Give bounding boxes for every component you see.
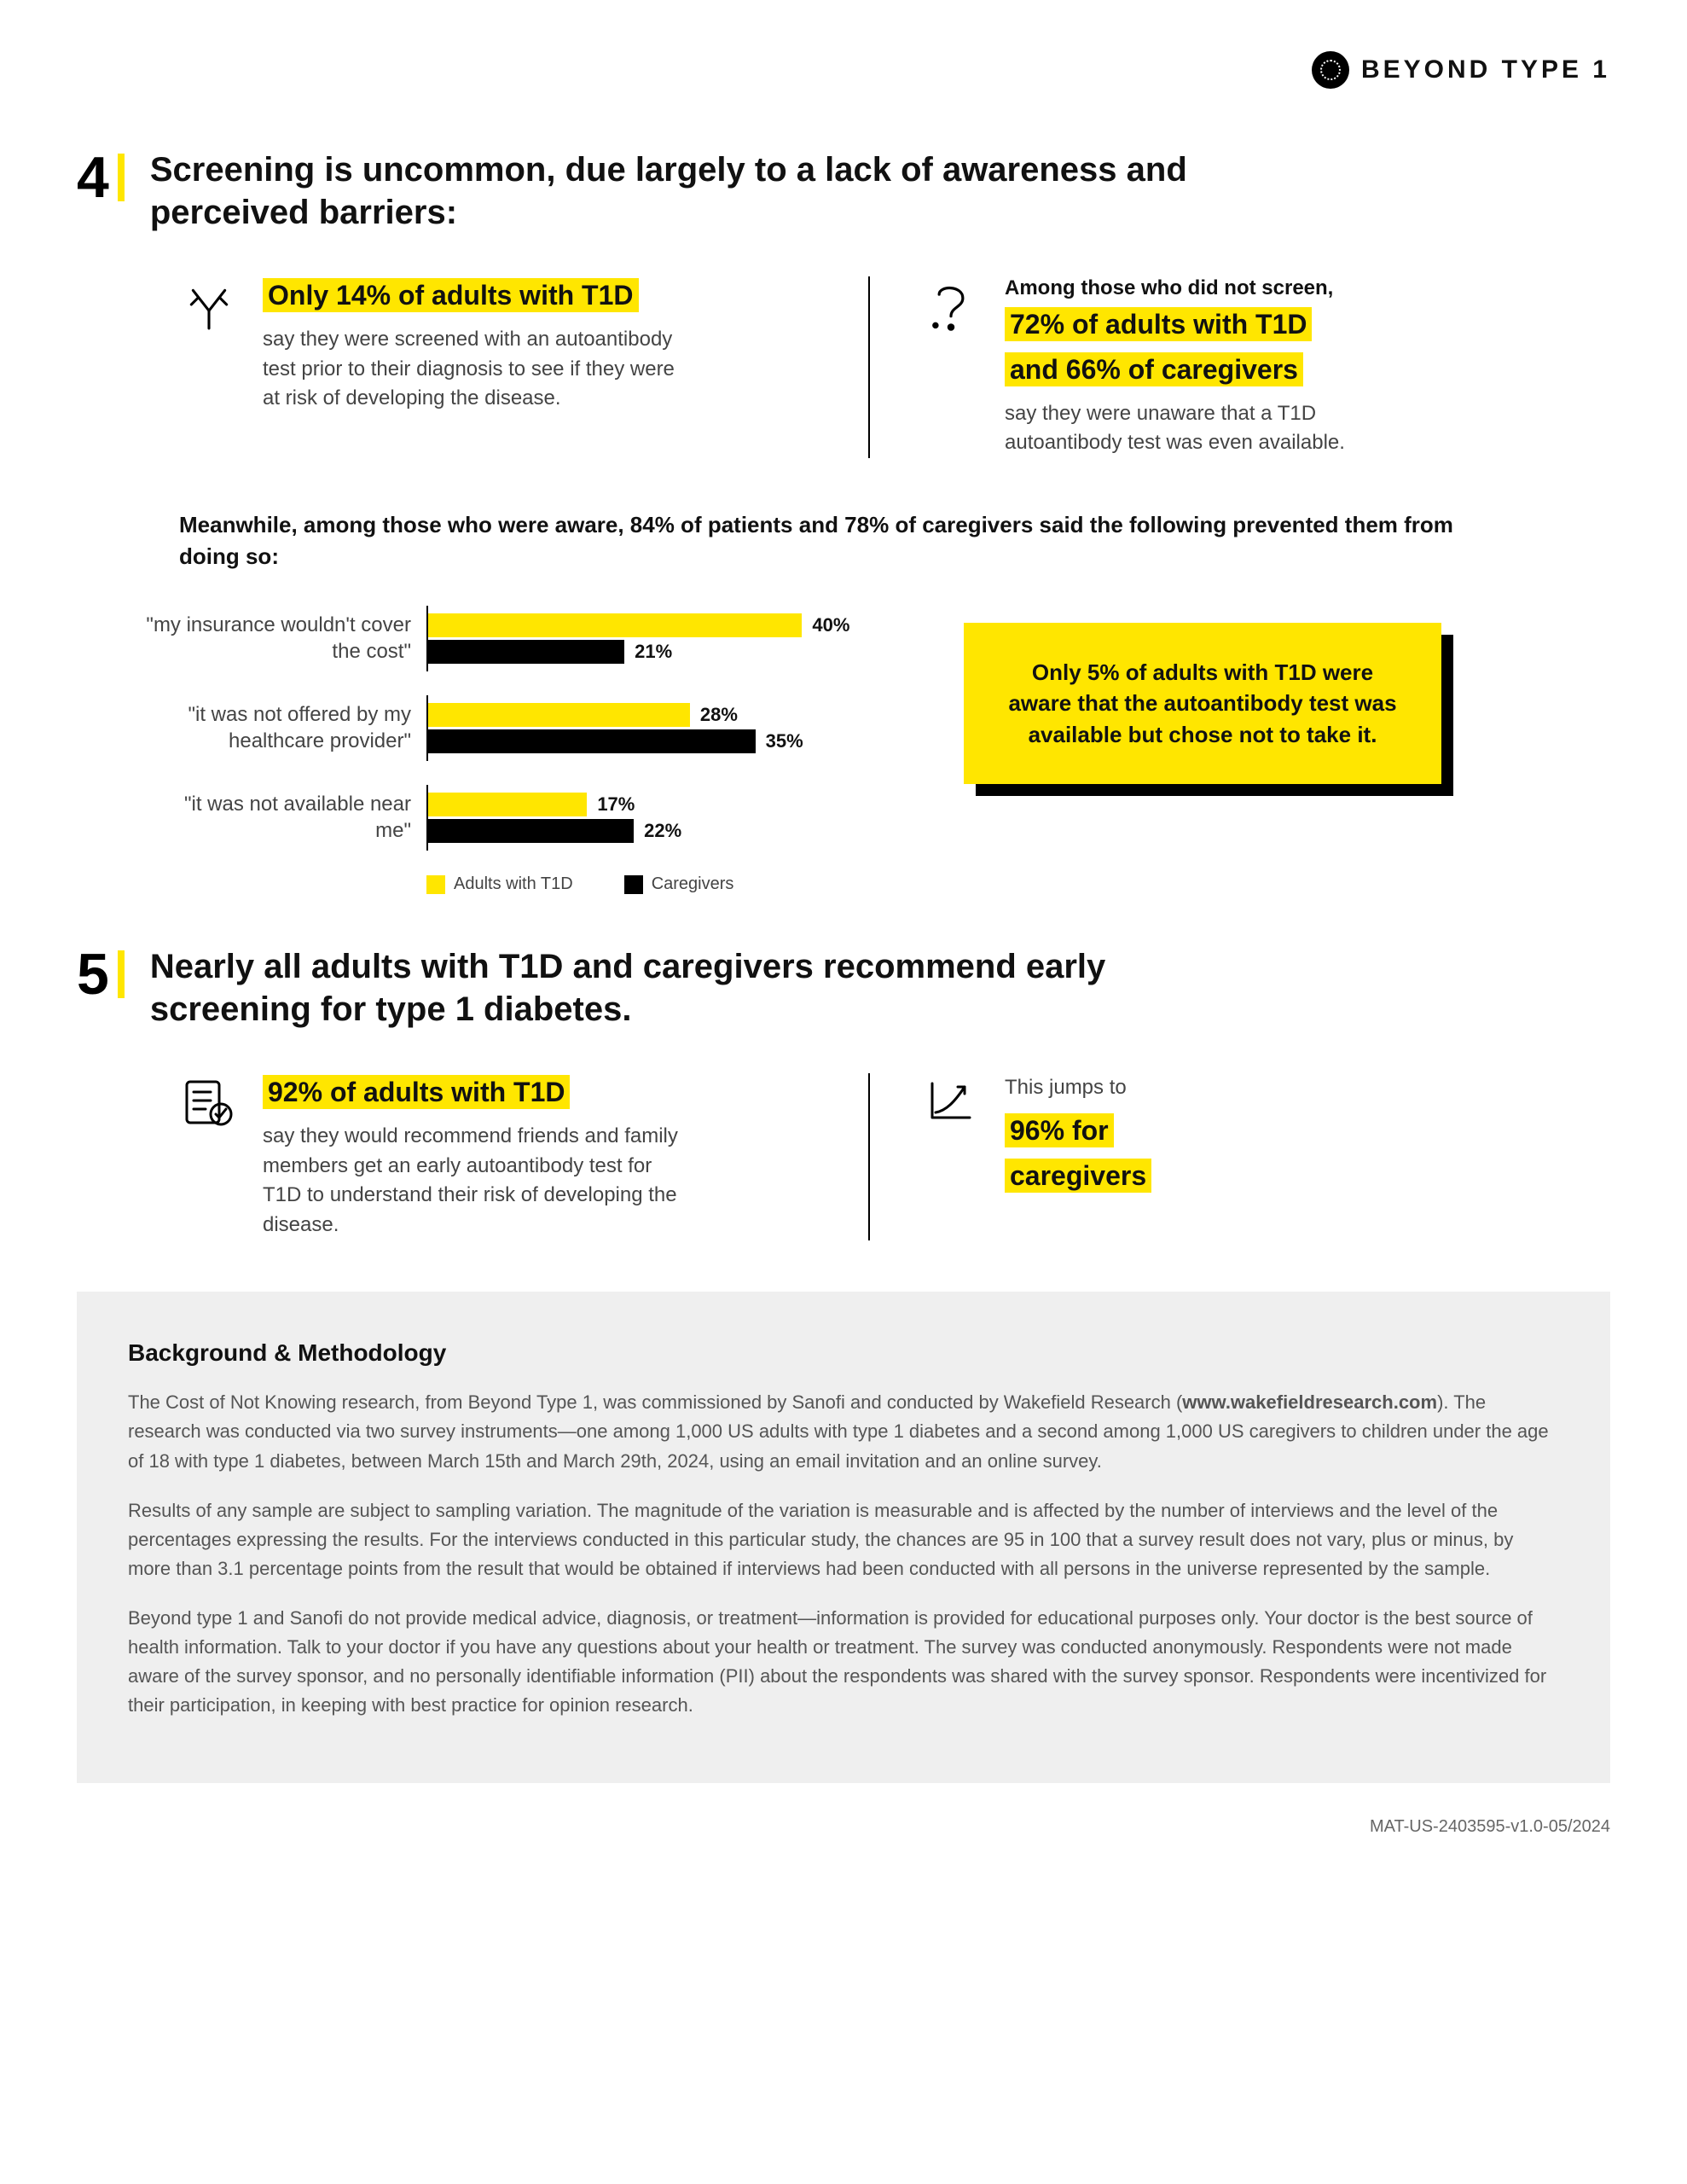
stat-66pct: and 66% of caregivers bbox=[1005, 352, 1303, 386]
section-5-right: This jumps to 96% for caregivers bbox=[921, 1073, 1610, 1240]
bar-caregivers-fill bbox=[428, 640, 624, 664]
section-4-number: 4 bbox=[77, 148, 125, 206]
question-icon bbox=[921, 276, 981, 458]
section-5-head: 5 Nearly all adults with T1D and caregiv… bbox=[77, 945, 1610, 1031]
bar-adults-fill bbox=[428, 793, 587, 816]
callout-wrap: Only 5% of adults with T1D were aware th… bbox=[964, 606, 1610, 784]
section-5-title: Nearly all adults with T1D and caregiver… bbox=[150, 945, 1259, 1031]
bar-adults: 28% bbox=[428, 703, 896, 727]
bar-adults: 17% bbox=[428, 793, 896, 816]
stat-14pct: Only 14% of adults with T1D bbox=[263, 278, 639, 312]
section-4-number-text: 4 bbox=[77, 148, 109, 206]
chart-item-label: "my insurance wouldn't cover the cost" bbox=[145, 612, 426, 665]
section-4-subhead: Meanwhile, among those who were aware, 8… bbox=[179, 509, 1458, 572]
footer-code: MAT-US-2403595-v1.0-05/2024 bbox=[77, 1817, 1610, 1837]
chart-item-label: "it was not available near me" bbox=[145, 791, 426, 844]
brand-name: BEYOND TYPE 1 bbox=[1361, 55, 1610, 84]
stat-96pct-line2: caregivers bbox=[1005, 1159, 1151, 1193]
legend-adults: Adults with T1D bbox=[426, 874, 573, 894]
chart-item: "it was not offered by my healthcare pro… bbox=[145, 695, 896, 761]
section-4-right: Among those who did not screen, 72% of a… bbox=[921, 276, 1610, 458]
methodology-p3: Beyond type 1 and Sanofi do not provide … bbox=[128, 1604, 1559, 1720]
bar-caregivers: 21% bbox=[428, 640, 896, 664]
accent-bar-icon bbox=[118, 950, 125, 998]
chart-item-bars: 28% 35% bbox=[426, 695, 896, 761]
legend-adults-label: Adults with T1D bbox=[454, 874, 573, 893]
bar-adults-value: 28% bbox=[700, 704, 738, 726]
chart-legend: Adults with T1D Caregivers bbox=[426, 874, 896, 894]
bar-adults-fill bbox=[428, 613, 802, 637]
accent-bar-icon bbox=[118, 154, 125, 201]
section-4-left-content: Only 14% of adults with T1D say they wer… bbox=[263, 276, 689, 458]
swatch-yellow-icon bbox=[426, 875, 445, 894]
section-5: 5 Nearly all adults with T1D and caregiv… bbox=[77, 945, 1610, 1240]
bar-caregivers-fill bbox=[428, 729, 756, 753]
swatch-black-icon bbox=[624, 875, 643, 894]
barrier-chart: "my insurance wouldn't cover the cost"40… bbox=[145, 606, 896, 894]
methodology-p2: Results of any sample are subject to sam… bbox=[128, 1496, 1559, 1583]
chart-item: "my insurance wouldn't cover the cost"40… bbox=[145, 606, 896, 671]
section-4-head: 4 Screening is uncommon, due largely to … bbox=[77, 148, 1610, 234]
section-5-columns: 92% of adults with T1D say they would re… bbox=[179, 1073, 1610, 1240]
legend-caregivers-label: Caregivers bbox=[652, 874, 734, 893]
stat-92pct: 92% of adults with T1D bbox=[263, 1075, 570, 1109]
section-4-title: Screening is uncommon, due largely to a … bbox=[150, 148, 1259, 234]
column-divider bbox=[868, 276, 870, 458]
section-5-right-content: This jumps to 96% for caregivers bbox=[1005, 1073, 1151, 1240]
barrier-chart-row: "my insurance wouldn't cover the cost"40… bbox=[145, 606, 1610, 894]
stat-72pct: 72% of adults with T1D bbox=[1005, 307, 1312, 341]
legend-caregivers: Caregivers bbox=[624, 874, 734, 894]
bar-caregivers-value: 22% bbox=[644, 820, 681, 842]
methodology-url: www.wakefieldresearch.com bbox=[1182, 1391, 1437, 1413]
section-5-left: 92% of adults with T1D say they would re… bbox=[179, 1073, 868, 1240]
methodology-p1a: The Cost of Not Knowing research, from B… bbox=[128, 1391, 1182, 1413]
methodology-p1: The Cost of Not Knowing research, from B… bbox=[128, 1388, 1559, 1475]
methodology-heading: Background & Methodology bbox=[128, 1334, 1559, 1371]
section-4-right-lead: Among those who did not screen, bbox=[1005, 276, 1431, 300]
bar-caregivers-value: 21% bbox=[635, 641, 672, 663]
section-4-left-body: say they were screened with an autoantib… bbox=[263, 325, 689, 414]
bar-adults-value: 40% bbox=[812, 614, 849, 636]
bar-adults-value: 17% bbox=[597, 793, 635, 816]
chart-item-label: "it was not offered by my healthcare pro… bbox=[145, 701, 426, 754]
page-header: BEYOND TYPE 1 bbox=[77, 51, 1610, 89]
bar-adults: 40% bbox=[428, 613, 896, 637]
section-4-columns: Only 14% of adults with T1D say they wer… bbox=[179, 276, 1610, 458]
brand-logo: BEYOND TYPE 1 bbox=[1312, 51, 1610, 89]
methodology-box: Background & Methodology The Cost of Not… bbox=[77, 1292, 1610, 1783]
chart-item-bars: 40% 21% bbox=[426, 606, 896, 671]
section-5-right-lead: This jumps to bbox=[1005, 1073, 1151, 1103]
bar-adults-fill bbox=[428, 703, 690, 727]
section-4-left: Only 14% of adults with T1D say they wer… bbox=[179, 276, 868, 458]
bar-caregivers: 35% bbox=[428, 729, 896, 753]
section-4: 4 Screening is uncommon, due largely to … bbox=[77, 148, 1610, 894]
logo-mark-icon bbox=[1312, 51, 1349, 89]
stat-5pct-callout: Only 5% of adults with T1D were aware th… bbox=[964, 623, 1441, 784]
section-5-number-text: 5 bbox=[77, 945, 109, 1003]
column-divider bbox=[868, 1073, 870, 1240]
chart-item: "it was not available near me" 17% 22% bbox=[145, 785, 896, 851]
growth-arrow-icon bbox=[921, 1073, 981, 1240]
checklist-icon bbox=[179, 1073, 239, 1240]
bar-caregivers: 22% bbox=[428, 819, 896, 843]
chart-item-bars: 17% 22% bbox=[426, 785, 896, 851]
section-5-left-content: 92% of adults with T1D say they would re… bbox=[263, 1073, 689, 1240]
stat-96pct-line1: 96% for bbox=[1005, 1113, 1114, 1147]
antibody-icon bbox=[179, 276, 239, 458]
section-4-right-content: Among those who did not screen, 72% of a… bbox=[1005, 276, 1431, 458]
bar-caregivers-value: 35% bbox=[766, 730, 803, 752]
bar-caregivers-fill bbox=[428, 819, 634, 843]
section-4-right-body: say they were unaware that a T1D autoant… bbox=[1005, 399, 1431, 459]
section-5-left-body: say they would recommend friends and fam… bbox=[263, 1122, 689, 1240]
section-5-number: 5 bbox=[77, 945, 125, 1003]
